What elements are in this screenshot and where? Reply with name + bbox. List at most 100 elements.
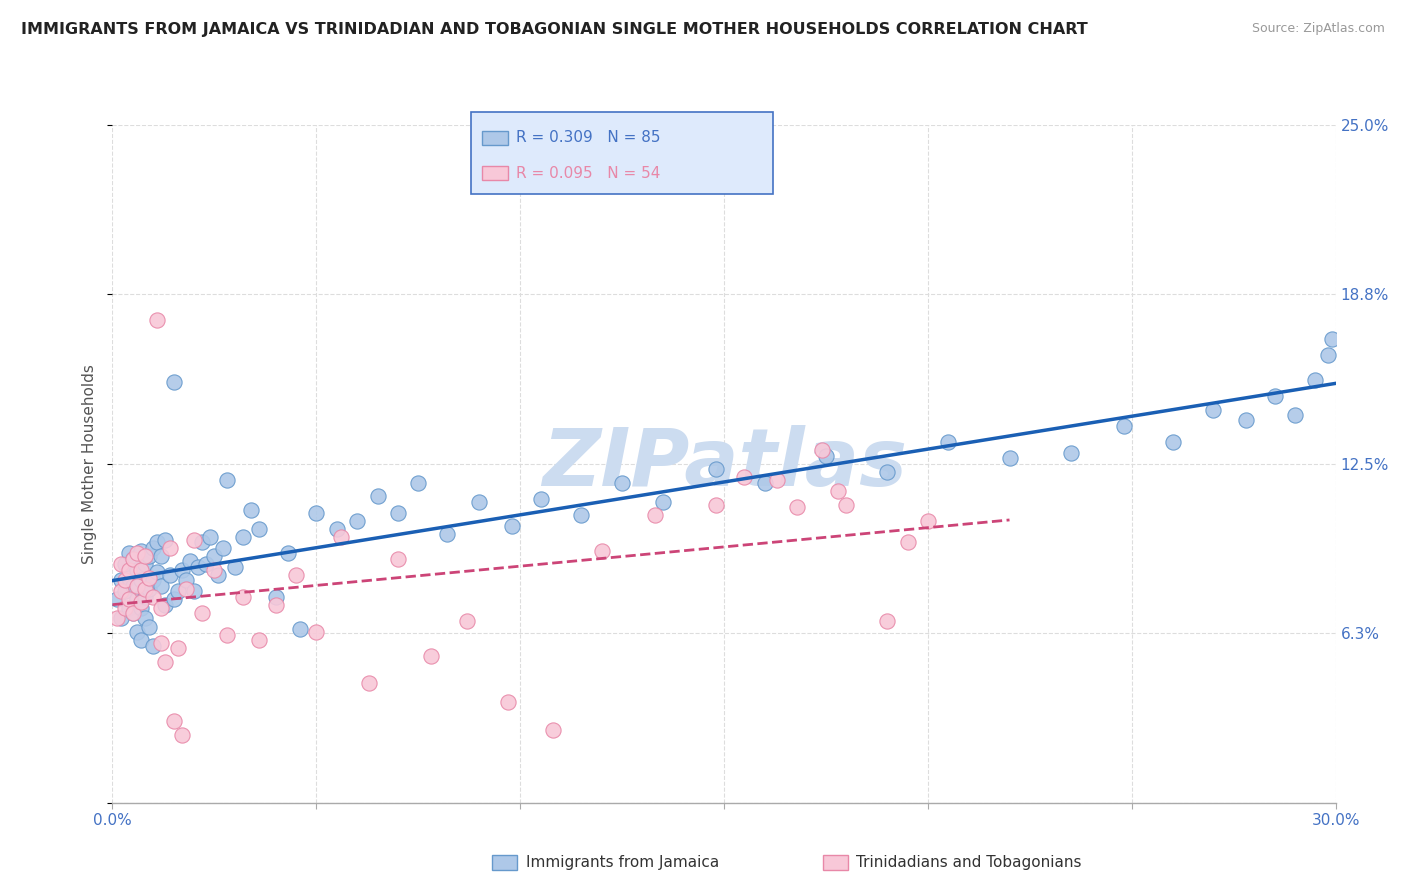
- Point: [232, 590, 254, 604]
- Point: [114, 584, 136, 599]
- Point: [155, 655, 177, 669]
- Point: [118, 592, 141, 607]
- Point: [125, 592, 148, 607]
- Point: [366, 489, 388, 503]
- Text: IMMIGRANTS FROM JAMAICA VS TRINIDADIAN AND TOBAGONIAN SINGLE MOTHER HOUSEHOLDS C: IMMIGRANTS FROM JAMAICA VS TRINIDADIAN A…: [21, 22, 1088, 37]
- Text: R = 0.095   N = 54: R = 0.095 N = 54: [516, 166, 661, 180]
- Point: [277, 546, 299, 560]
- Point: [150, 549, 173, 563]
- Point: [1264, 389, 1286, 403]
- Point: [129, 574, 152, 588]
- Point: [138, 549, 160, 563]
- Point: [827, 483, 849, 498]
- Point: [1316, 348, 1339, 362]
- Point: [1112, 418, 1135, 433]
- Point: [936, 435, 959, 450]
- Point: [129, 633, 152, 648]
- Point: [591, 543, 613, 558]
- Point: [835, 498, 858, 512]
- Point: [155, 598, 177, 612]
- Point: [110, 611, 132, 625]
- Point: [876, 614, 898, 628]
- Point: [105, 611, 128, 625]
- Point: [1284, 408, 1306, 422]
- Point: [876, 465, 898, 479]
- Point: [110, 584, 132, 599]
- Point: [917, 514, 939, 528]
- Point: [142, 639, 165, 653]
- Point: [114, 600, 136, 615]
- Point: [163, 376, 186, 390]
- Point: [456, 614, 478, 628]
- Point: [998, 451, 1021, 466]
- Point: [138, 582, 160, 596]
- Point: [125, 579, 148, 593]
- Point: [163, 714, 186, 729]
- Point: [129, 600, 152, 615]
- Point: [129, 563, 152, 577]
- Point: [114, 557, 136, 571]
- Point: [359, 676, 381, 690]
- Point: [118, 571, 141, 585]
- Point: [118, 546, 141, 560]
- Point: [387, 551, 409, 566]
- Point: [207, 568, 229, 582]
- Point: [247, 522, 270, 536]
- Point: [408, 475, 430, 490]
- Point: [501, 519, 523, 533]
- Point: [146, 535, 169, 549]
- Point: [179, 554, 201, 568]
- Point: [200, 530, 222, 544]
- Point: [811, 443, 834, 458]
- Point: [204, 549, 226, 563]
- Point: [329, 530, 352, 544]
- Point: [142, 574, 165, 588]
- Text: R = 0.309   N = 85: R = 0.309 N = 85: [516, 130, 661, 145]
- Text: ZIPatlas: ZIPatlas: [541, 425, 907, 503]
- Point: [232, 530, 254, 544]
- Point: [155, 533, 177, 547]
- Point: [571, 508, 593, 523]
- Point: [419, 649, 441, 664]
- Point: [288, 622, 311, 636]
- Point: [134, 582, 156, 596]
- Point: [815, 449, 838, 463]
- Point: [541, 723, 564, 737]
- Point: [138, 619, 160, 633]
- Point: [114, 574, 136, 588]
- Point: [786, 500, 808, 515]
- Point: [125, 563, 148, 577]
- Point: [204, 563, 226, 577]
- Point: [129, 595, 152, 609]
- Point: [704, 462, 727, 476]
- Point: [191, 606, 214, 620]
- Point: [734, 470, 756, 484]
- Point: [326, 522, 349, 536]
- Y-axis label: Single Mother Households: Single Mother Households: [82, 364, 97, 564]
- Point: [754, 475, 776, 490]
- Point: [215, 473, 238, 487]
- Point: [125, 546, 148, 560]
- Point: [134, 549, 156, 563]
- Point: [129, 543, 152, 558]
- Point: [159, 541, 181, 555]
- Point: [644, 508, 666, 523]
- Point: [110, 557, 132, 571]
- Point: [346, 514, 368, 528]
- Point: [174, 582, 197, 596]
- Point: [191, 535, 214, 549]
- Point: [150, 579, 173, 593]
- Point: [118, 563, 141, 577]
- Point: [766, 473, 789, 487]
- Point: [224, 560, 246, 574]
- Point: [122, 606, 145, 620]
- Point: [138, 571, 160, 585]
- Point: [215, 628, 238, 642]
- Text: Immigrants from Jamaica: Immigrants from Jamaica: [526, 855, 718, 870]
- Point: [284, 568, 308, 582]
- Point: [529, 492, 551, 507]
- Point: [150, 636, 173, 650]
- Point: [170, 563, 193, 577]
- Point: [183, 584, 205, 599]
- Point: [183, 533, 205, 547]
